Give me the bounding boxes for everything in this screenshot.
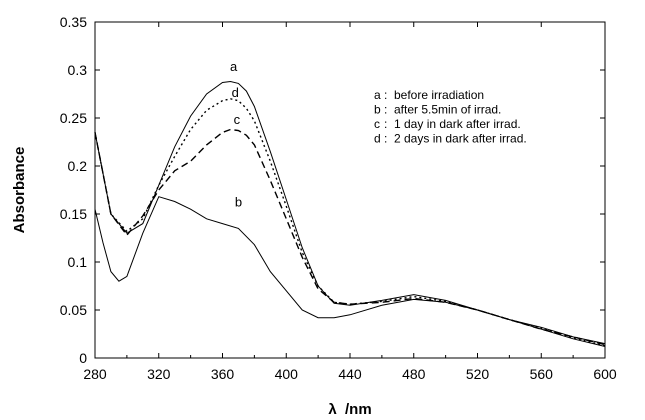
y-axis-title: Absorbance <box>11 147 28 234</box>
legend: a: before irradiation b: after 5.5min of ir… <box>374 88 527 146</box>
series-group <box>94 80 606 347</box>
legend-label: before irradiation <box>394 88 484 102</box>
x-tick-label: 440 <box>338 366 362 382</box>
x-tick-label: 480 <box>402 366 426 382</box>
legend-colon: : <box>384 117 387 131</box>
legend-key: d <box>374 132 381 146</box>
x-tick-label: 320 <box>147 366 171 382</box>
y-tick-label: 0.05 <box>60 302 87 318</box>
legend-label: after 5.5min of irrad. <box>394 103 501 117</box>
curve-label-b: b <box>235 194 242 209</box>
x-tick-label: 280 <box>83 366 107 382</box>
y-tick-label: 0 <box>79 350 87 366</box>
y-tick-label: 0.2 <box>68 158 88 174</box>
y-tick-label: 0.1 <box>68 254 88 270</box>
x-tick-label: 520 <box>466 366 490 382</box>
legend-label: 2 days in dark after irrad. <box>394 132 527 146</box>
x-tick-label: 360 <box>211 366 235 382</box>
y-tick-label: 0.25 <box>60 110 87 126</box>
y-tick-label: 0.15 <box>60 206 87 222</box>
curve-label-c: c <box>234 112 241 127</box>
legend-entry-a: a: before irradiation <box>374 88 484 102</box>
legend-colon: : <box>384 132 387 146</box>
chart-axes: 280 320 360 400 440 480 520 560 600 0 0.05 0.1 0.15 0… <box>60 14 617 382</box>
curve-label-a: a <box>230 59 238 74</box>
legend-colon: : <box>384 103 387 117</box>
legend-colon: : <box>384 88 387 102</box>
curve-label-d: d <box>232 85 239 100</box>
plot-frame <box>94 21 606 359</box>
legend-key: a <box>374 88 381 102</box>
x-tick-label: 560 <box>530 366 554 382</box>
legend-entry-c: c:1 day in dark after irrad. <box>374 117 521 131</box>
curve-labels: a b cd <box>230 59 242 209</box>
x-tick-label: 400 <box>275 366 299 382</box>
y-tick-label: 0.3 <box>68 62 88 78</box>
legend-entry-d: d:2 days in dark after irrad. <box>374 132 527 146</box>
legend-label: 1 day in dark after irrad. <box>394 117 521 131</box>
series-line-b <box>94 196 606 345</box>
legend-key: c <box>374 117 380 131</box>
legend-key: b <box>374 103 381 117</box>
y-tick-label: 0.35 <box>60 14 87 30</box>
x-tick-label: 600 <box>593 366 617 382</box>
series-line-a <box>94 80 606 347</box>
x-axis-title: λ /nm <box>328 401 371 418</box>
legend-entry-b: b: after 5.5min of irrad. <box>374 103 501 117</box>
series-line-d <box>94 98 606 347</box>
